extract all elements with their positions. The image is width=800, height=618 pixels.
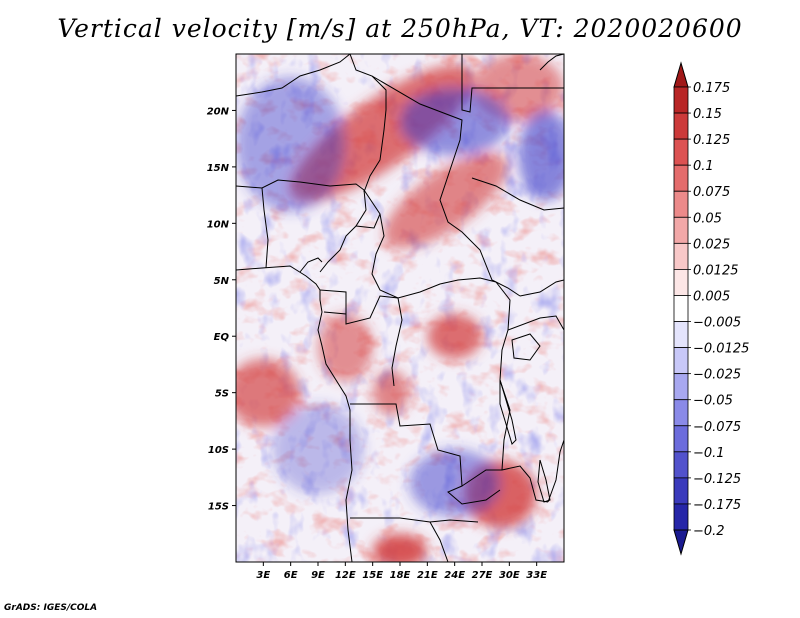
colorbar-level-label: −0.005 bbox=[693, 316, 741, 331]
subsidence-patch bbox=[518, 110, 564, 201]
lake-malawi bbox=[537, 459, 551, 503]
colorbar-box bbox=[673, 216, 689, 244]
map-axes: 20N 15N 10N 5N EQ 5S 10S 15S 3E 6E 9E 12E 15E 18E 21E 2… bbox=[207, 106, 548, 581]
colorbar-level-label: 0.175 bbox=[693, 81, 730, 96]
lon-tick-label: 6E bbox=[284, 570, 298, 581]
colorbar-level-label: 0.005 bbox=[693, 289, 730, 304]
ascent-patch bbox=[372, 533, 428, 562]
colorbar-box bbox=[673, 242, 689, 270]
colorbar-level-label: 0.0125 bbox=[693, 263, 739, 278]
lat-tick-label: 5N bbox=[214, 276, 230, 287]
country-borders bbox=[236, 54, 564, 562]
colorbar-level-label: −0.175 bbox=[693, 498, 741, 513]
congo-border bbox=[323, 295, 403, 387]
map-field bbox=[236, 54, 564, 562]
lon-tick-label: 21E bbox=[417, 570, 438, 581]
colorbar-level-label: 0.125 bbox=[693, 133, 730, 148]
zambia-border bbox=[461, 465, 549, 503]
colorbar-level-label: 0.05 bbox=[693, 211, 722, 226]
ethiopia-border bbox=[471, 177, 564, 211]
lon-tick-label: 18E bbox=[390, 570, 411, 581]
ascent-patch bbox=[318, 313, 373, 382]
colorbar-box bbox=[673, 164, 689, 192]
colorbar-level-label: −0.2 bbox=[693, 524, 725, 539]
colorbar-box bbox=[673, 399, 689, 427]
cameroon-border bbox=[355, 213, 381, 229]
lat-tick-label: 10N bbox=[207, 219, 230, 230]
colorbar-box bbox=[673, 347, 689, 375]
colorbar-level-label: −0.125 bbox=[693, 472, 741, 487]
colorbar-box bbox=[673, 451, 689, 479]
botswana-border bbox=[429, 521, 449, 562]
lat-tick-label: 15N bbox=[207, 163, 230, 174]
drc-east-border bbox=[495, 281, 511, 471]
plot-title: Vertical velocity [m/s] at 250hPa, VT: 2… bbox=[57, 14, 743, 43]
car-border bbox=[363, 189, 497, 299]
colorbar-level-label: −0.05 bbox=[693, 394, 733, 409]
colorbar-box bbox=[673, 503, 689, 531]
colorbar: 0.175 0.15 0.125 0.1 0.075 0.05 0.025 0.0125 0.0… bbox=[673, 61, 749, 556]
subsidence-patch bbox=[272, 403, 364, 495]
lon-tick-label: 15E bbox=[362, 570, 383, 581]
lat-tick-label: 5S bbox=[215, 389, 229, 400]
lat-tick-label: EQ bbox=[214, 332, 230, 343]
ascent-patch bbox=[372, 370, 410, 416]
lon-tick-label: 24E bbox=[444, 570, 465, 581]
chad-libya-border bbox=[349, 54, 387, 193]
lon-tick-label: 30E bbox=[499, 570, 520, 581]
colorbar-level-label: −0.0125 bbox=[693, 342, 749, 357]
colorbar-level-label: 0.1 bbox=[693, 159, 714, 174]
lat-tick-label: 15S bbox=[208, 502, 229, 513]
red-sea-coast bbox=[539, 54, 564, 71]
colorbar-level-label: −0.1 bbox=[693, 446, 725, 461]
colorbar-box bbox=[673, 138, 689, 166]
subsidence-patch bbox=[409, 449, 501, 517]
lake-victoria bbox=[511, 333, 541, 361]
ascent-patch bbox=[236, 358, 300, 427]
gulf-coast-inner bbox=[299, 257, 323, 273]
ascent-patch bbox=[427, 313, 482, 359]
lon-tick-label: 3E bbox=[256, 570, 270, 581]
lake-tanganyika bbox=[499, 379, 517, 445]
benin-border bbox=[261, 187, 269, 269]
tanzania-border bbox=[507, 315, 564, 331]
colorbar-box bbox=[673, 321, 689, 348]
lon-tick-label: 12E bbox=[335, 570, 356, 581]
lat-tick-label: 10S bbox=[208, 445, 229, 456]
subsidence-patch bbox=[236, 76, 346, 213]
colorbar-box bbox=[673, 373, 689, 401]
egypt-sudan-border bbox=[461, 54, 564, 113]
colorbar-bottom-arrow bbox=[673, 529, 689, 556]
lon-tick-label: 9E bbox=[311, 570, 325, 581]
colorbar-top-arrow bbox=[673, 61, 689, 88]
subsidence-patch bbox=[400, 87, 510, 156]
colorbar-box bbox=[673, 425, 689, 453]
ascent-band bbox=[383, 152, 508, 249]
colorbar-box bbox=[673, 112, 689, 140]
colorbar-level-label: 0.15 bbox=[693, 107, 722, 122]
colorbar-level-label: 0.025 bbox=[693, 237, 730, 252]
colorbar-level-label: −0.025 bbox=[693, 368, 741, 383]
colorbar-box bbox=[673, 190, 689, 218]
colorbar-box bbox=[673, 269, 689, 296]
mozambique-border bbox=[547, 439, 564, 503]
lon-tick-label: 27E bbox=[472, 570, 493, 581]
colorbar-box bbox=[673, 86, 689, 114]
lon-tick-label: 33E bbox=[526, 570, 547, 581]
gabon-border bbox=[319, 289, 347, 314]
kenya-border bbox=[519, 279, 564, 297]
niger-border bbox=[236, 54, 351, 97]
colorbar-box bbox=[673, 477, 689, 505]
colorbar-level-label: 0.075 bbox=[693, 185, 730, 200]
grads-credit: GrADS: IGES/COLA bbox=[4, 603, 98, 613]
lat-tick-label: 20N bbox=[207, 106, 230, 117]
drc-south-border bbox=[350, 403, 501, 505]
west-africa-coastline bbox=[236, 265, 353, 562]
colorbar-box bbox=[673, 295, 689, 322]
colorbar-level-label: −0.075 bbox=[693, 420, 741, 435]
